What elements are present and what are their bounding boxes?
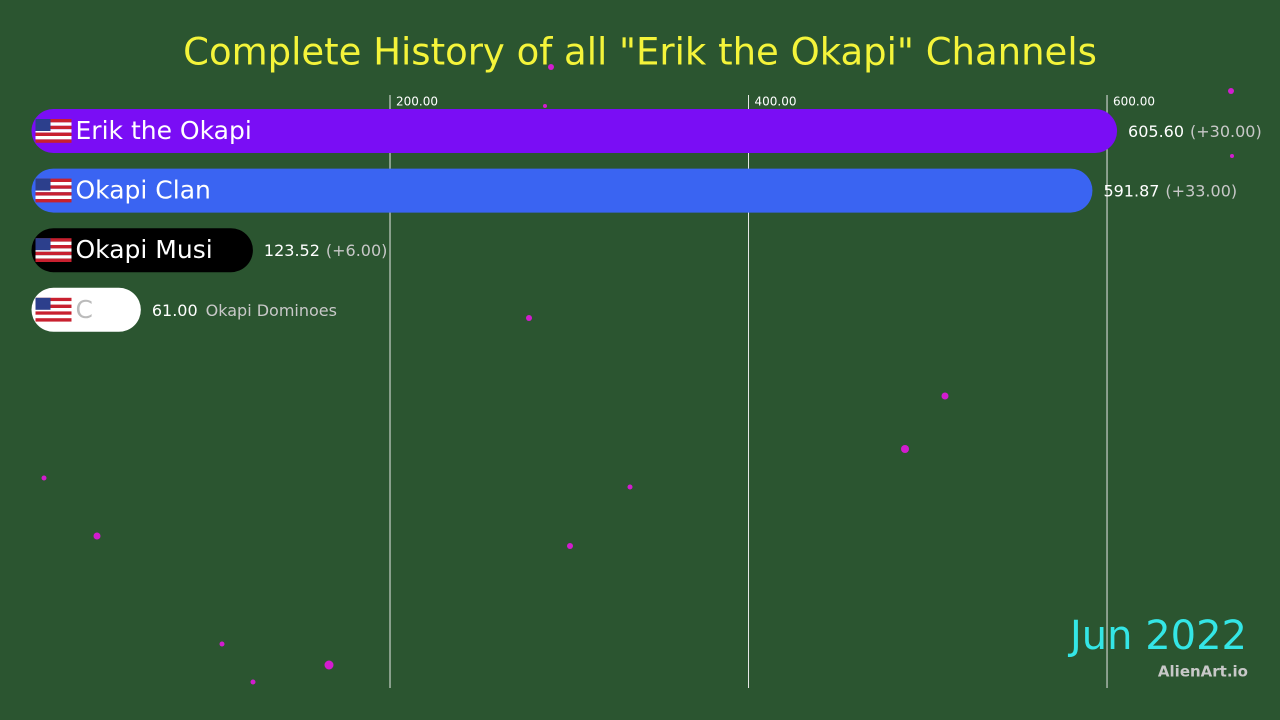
flag-icon (35, 297, 72, 322)
bar (31, 228, 253, 273)
flag-stripe (35, 199, 72, 203)
change-label: (+33.00) (1165, 181, 1237, 200)
bar-label: Erik the Okapi (76, 116, 252, 145)
watermark: AlienArt.io (1158, 663, 1248, 681)
bar-label: Okapi Musi (76, 235, 213, 264)
value-label-group: 61.00 Okapi Dominoes (152, 300, 337, 319)
flag-stripe (35, 318, 72, 322)
flag-stripe (35, 241, 72, 245)
flag-stripe (35, 245, 72, 249)
flag-stripe (35, 185, 72, 189)
change-label: (+30.00) (1190, 122, 1262, 141)
flag-stripe (35, 314, 72, 319)
flag-canton (35, 297, 51, 310)
outside-label: Okapi Dominoes (206, 300, 337, 319)
value-label-group: 605.60 (+30.00) (1128, 122, 1262, 141)
x-tick-label: 200.00 (396, 95, 438, 109)
flag-stripe (35, 311, 72, 315)
flag-stripe (35, 255, 72, 259)
flag-canton (35, 119, 51, 131)
date-label: Jun 2022 (1067, 613, 1247, 659)
x-tick-label: 400.00 (755, 95, 797, 109)
bar (31, 109, 1118, 153)
flag-stripe (35, 304, 72, 308)
flag-stripe (35, 195, 72, 199)
flag-stripe (35, 192, 72, 196)
flag-stripe (35, 251, 72, 256)
flag-stripe (35, 297, 72, 302)
flag-stripe (35, 248, 72, 252)
flag-stripe (35, 129, 72, 133)
particles (41, 64, 1234, 685)
flag-canton (35, 238, 51, 251)
chart-title: Complete History of all "Erik the Okapi"… (183, 31, 1097, 74)
flag-stripe (35, 136, 72, 140)
flag-stripe (35, 182, 72, 186)
bar-label: C (76, 295, 93, 324)
value-label: 123.52 (264, 241, 320, 260)
flag-stripe (35, 188, 72, 193)
value-label: 605.60 (1128, 122, 1184, 141)
flag-stripe (35, 178, 72, 182)
value-label: 591.87 (1103, 181, 1159, 200)
value-label-group: 123.52 (+6.00) (264, 241, 388, 260)
flag-stripe (35, 139, 72, 143)
value-label-group: 591.87 (+33.00) (1103, 181, 1237, 200)
bar (31, 168, 1093, 213)
flag-stripe (35, 125, 72, 130)
flag-stripe (35, 308, 72, 312)
change-label: (+6.00) (326, 241, 388, 260)
flag-stripe (35, 258, 72, 262)
flag-stripe (35, 132, 72, 136)
flag-icon (35, 178, 72, 203)
flag-stripe (35, 238, 72, 242)
flag-stripe (35, 122, 72, 126)
bar-label: Okapi Clan (76, 176, 211, 205)
flag-stripe (35, 301, 72, 305)
flag-icon (35, 238, 72, 262)
flag-icon (35, 119, 72, 143)
value-label: 61.00 (152, 300, 198, 319)
flag-canton (35, 178, 51, 191)
flag-stripe (35, 119, 72, 123)
x-tick-label: 600.00 (1113, 95, 1155, 109)
